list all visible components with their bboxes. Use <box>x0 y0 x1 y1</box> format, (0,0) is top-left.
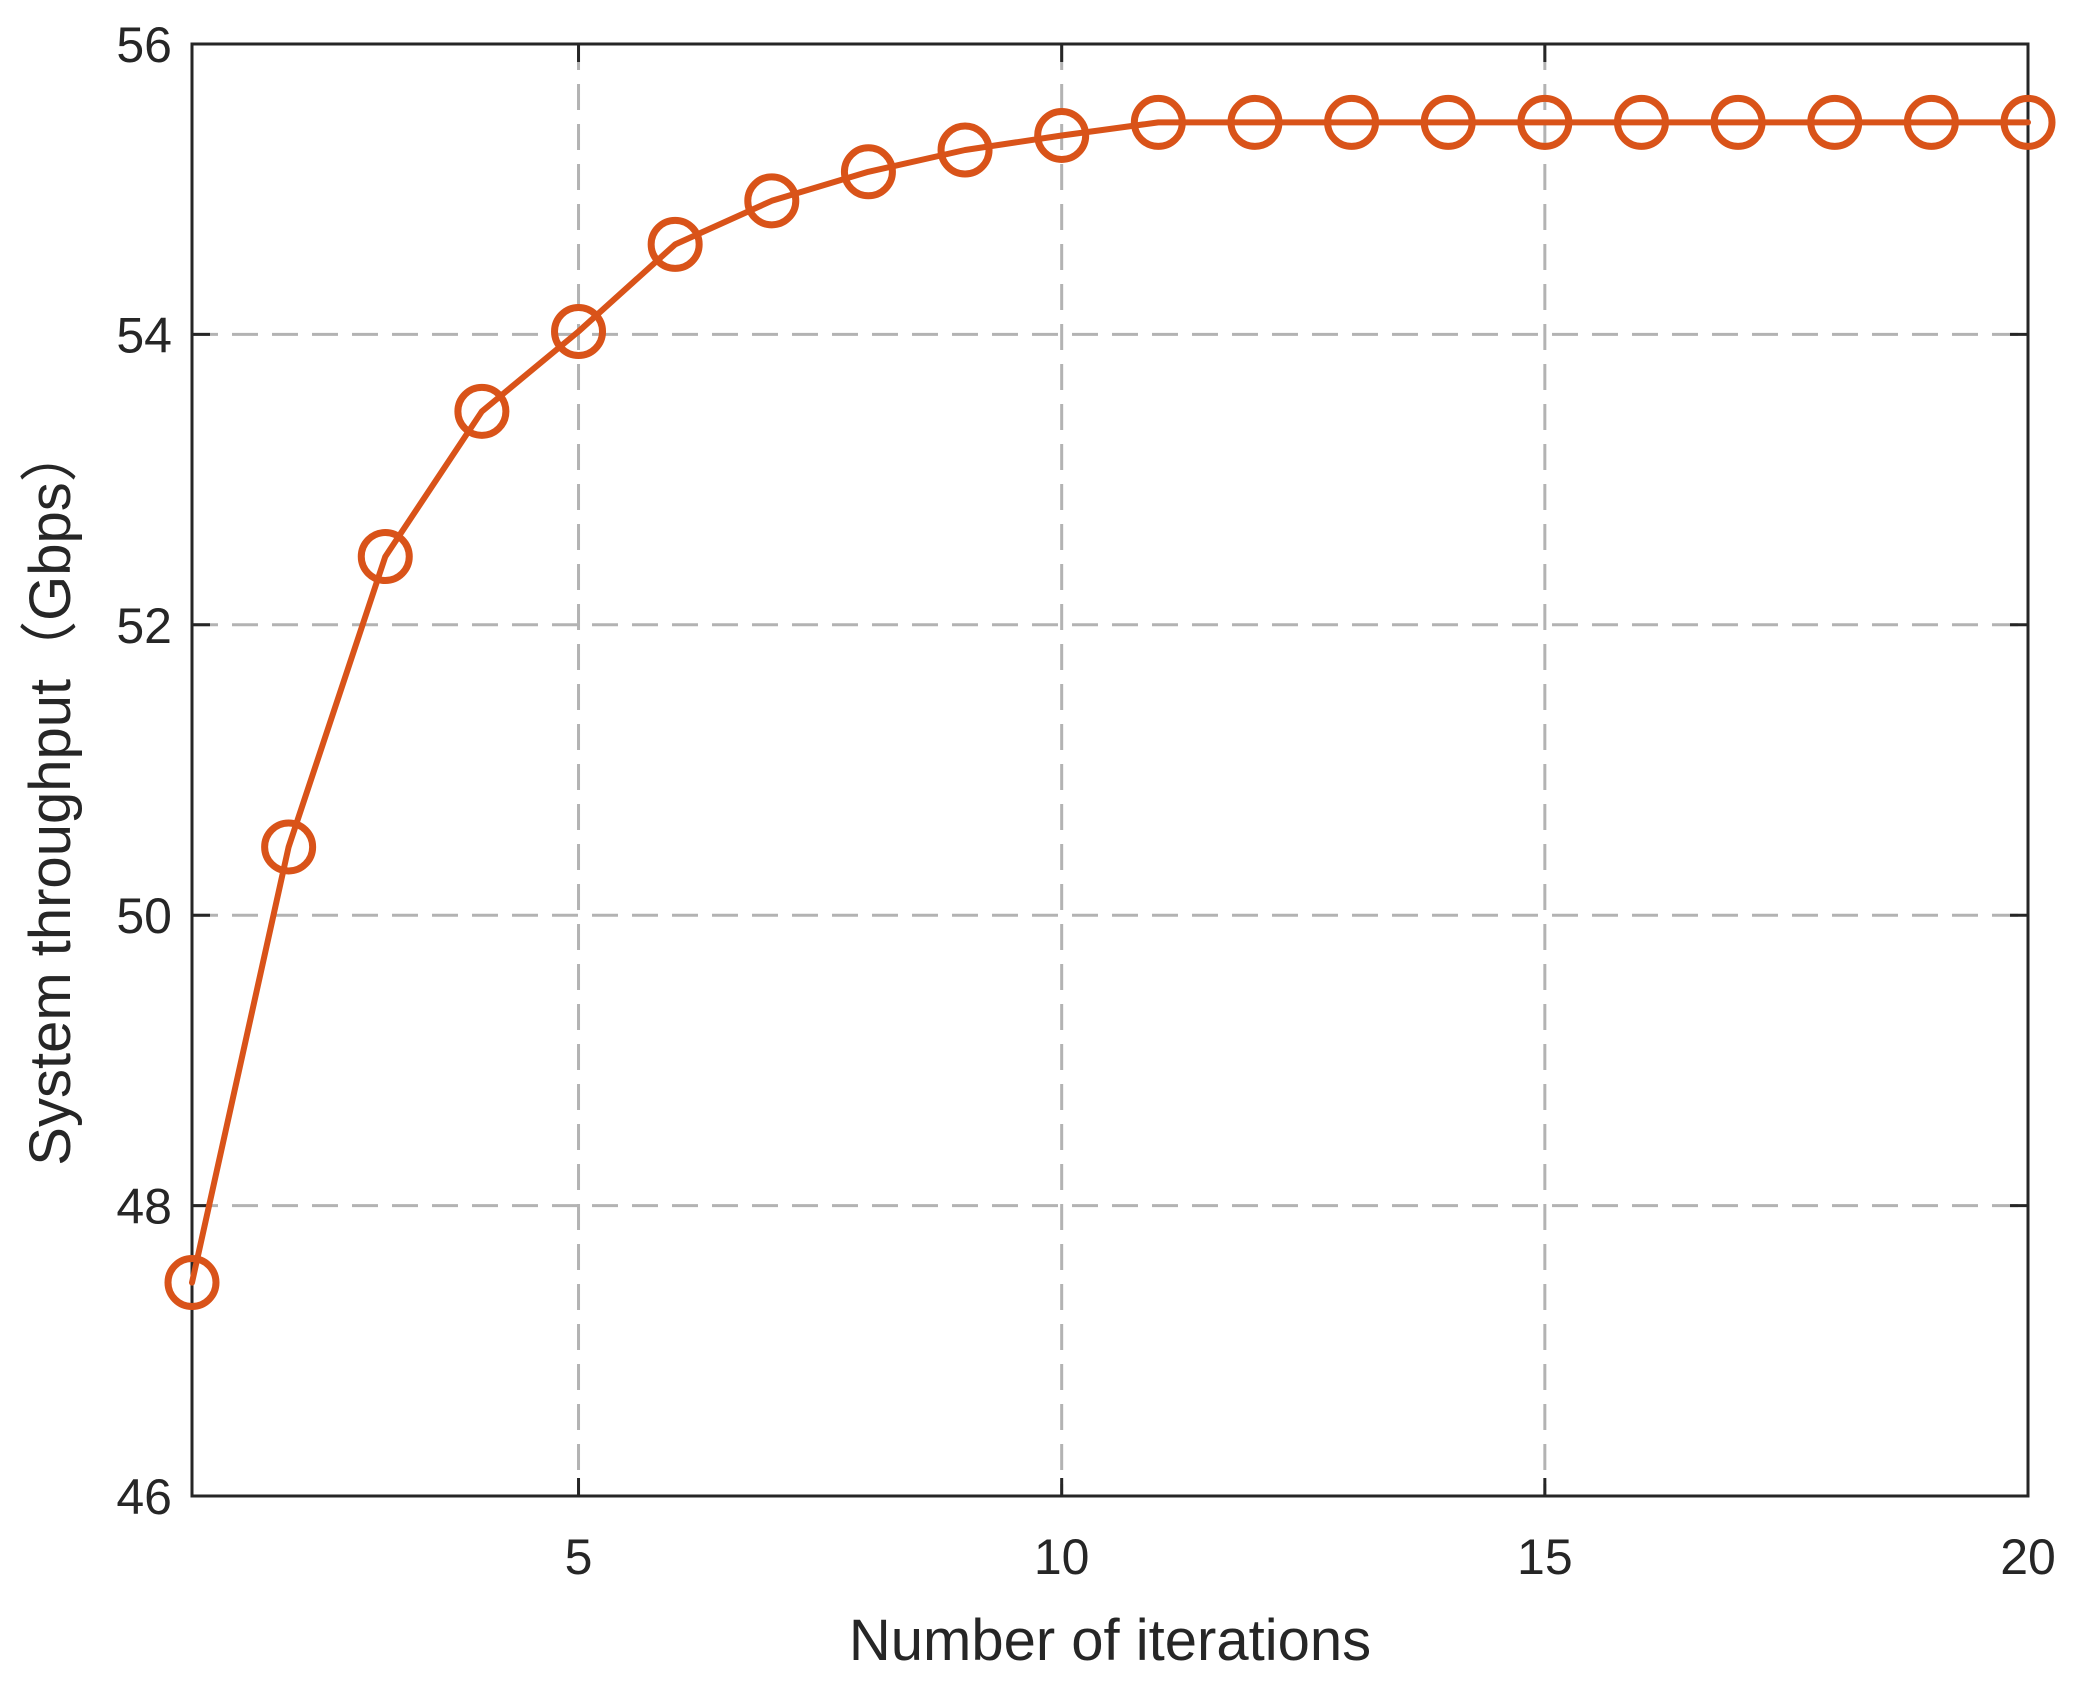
data-point-marker <box>1227 94 1283 150</box>
x-tick-label: 5 <box>565 1529 593 1585</box>
y-tick-label: 46 <box>116 1469 172 1525</box>
y-tick-label: 48 <box>116 1179 172 1235</box>
data-point-marker <box>357 529 413 585</box>
data-point-marker <box>1613 94 1669 150</box>
data-point-marker <box>744 173 800 229</box>
series-line <box>189 119 2031 1286</box>
data-point-marker <box>454 383 510 439</box>
series-layer <box>164 94 2056 1311</box>
y-tick-label: 56 <box>116 17 172 73</box>
data-point-marker <box>261 819 317 875</box>
x-tick-label: 10 <box>1034 1529 1090 1585</box>
data-point-marker <box>1034 107 1090 163</box>
data-point-marker <box>840 144 896 200</box>
data-point-marker <box>1903 94 1959 150</box>
data-point-marker <box>2000 94 2056 150</box>
y-axis-label: System throughput（Gbps） <box>18 424 83 1165</box>
x-axis-label: Number of iterations <box>849 1608 1371 1673</box>
data-point-marker <box>164 1255 220 1311</box>
data-point-marker <box>1324 94 1380 150</box>
y-tick-label: 50 <box>116 888 172 944</box>
plot-frame <box>190 42 2030 1498</box>
x-tick-label: 15 <box>1517 1529 1573 1585</box>
labels: Number of iterations System throughput（G… <box>18 424 1371 1673</box>
data-point-marker <box>647 216 703 272</box>
axes: 5 10 15 20 46 48 50 52 54 56 <box>116 17 2055 1585</box>
y-tick-label: 52 <box>116 598 172 654</box>
data-point-marker <box>551 303 607 359</box>
data-point-marker <box>1420 94 1476 150</box>
data-point-marker <box>937 122 993 178</box>
grid <box>192 44 2028 1496</box>
data-point-marker <box>1710 94 1766 150</box>
data-point-marker <box>1807 94 1863 150</box>
data-point-marker <box>1517 94 1573 150</box>
y-tick-label: 54 <box>116 307 172 363</box>
data-point-marker <box>1130 94 1186 150</box>
x-tick-label: 20 <box>2000 1529 2056 1585</box>
